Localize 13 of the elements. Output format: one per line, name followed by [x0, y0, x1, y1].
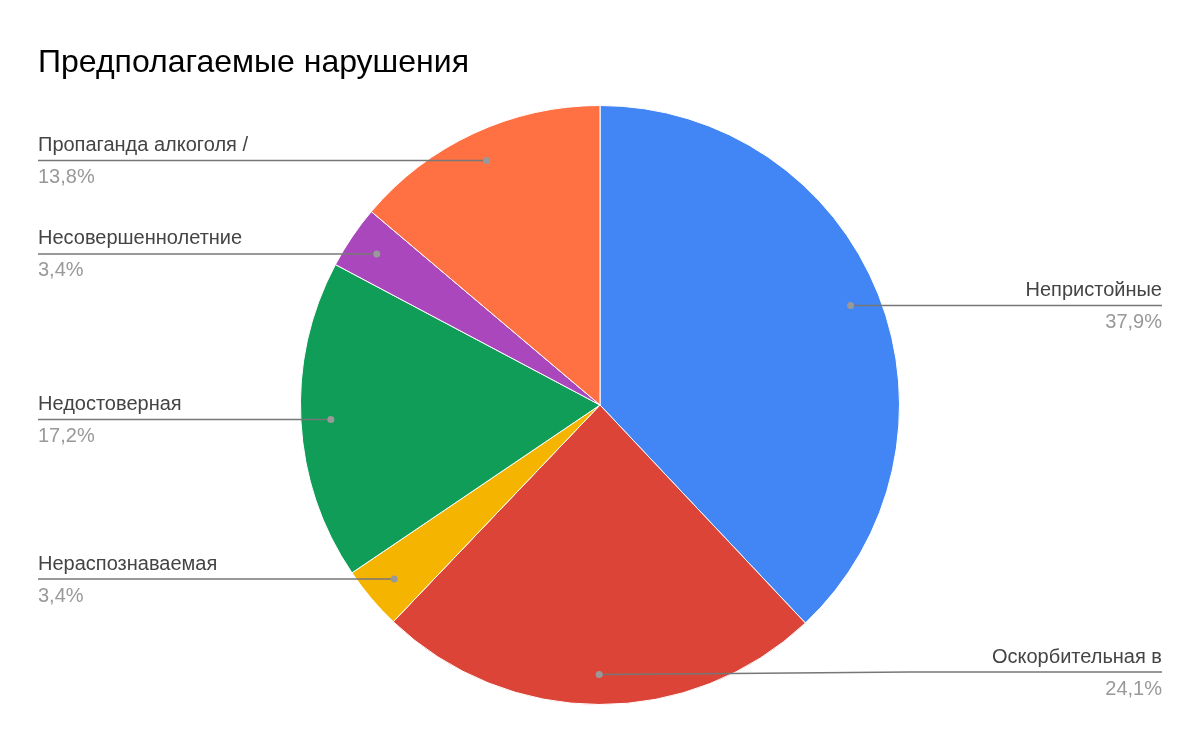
data-label: 3,4% — [38, 583, 84, 606]
slice-label: Несовершеннолетние — [38, 226, 243, 249]
slice-label: Оскорбительная в — [991, 644, 1162, 667]
slice-label: Нераспознаваемая — [38, 551, 218, 574]
data-label: 37,9% — [1105, 310, 1163, 333]
data-label: 17,2% — [38, 423, 95, 446]
slice-label: Недостоверная — [38, 391, 182, 414]
chart-title: Предполагаемые нарушения — [38, 43, 469, 79]
data-label: 24,1% — [1105, 676, 1163, 699]
slice-label: Пропаганда алкоголя / — [38, 133, 249, 155]
data-label: 3,4% — [38, 258, 84, 281]
slice-label: Непристойные — [1025, 278, 1162, 301]
data-label: 13,8% — [38, 165, 95, 187]
